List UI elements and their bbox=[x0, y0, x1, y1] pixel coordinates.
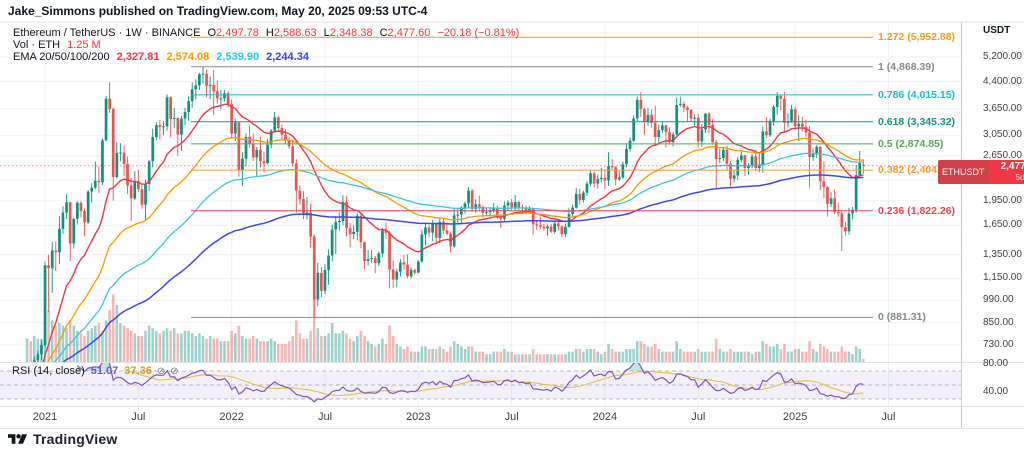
price-axis-label: 1,650.00 bbox=[983, 219, 1022, 231]
volume-legend-row[interactable]: Vol · ETH 1.25 M bbox=[13, 39, 101, 51]
main-pane[interactable] bbox=[25, 66, 865, 392]
volume-label[interactable]: Vol · ETH bbox=[13, 39, 61, 51]
price-axis-label: 730.00 bbox=[983, 338, 1014, 350]
time-axis-label: 2023 bbox=[406, 411, 431, 423]
symbol-legend-row[interactable]: Ethereum / TetherUS · 1W · BINANCE O2,497… bbox=[13, 27, 519, 39]
rsi-axis-label: 40.00 bbox=[983, 386, 1009, 397]
fib-level-label: 1 (4,868.39) bbox=[878, 60, 935, 73]
price-axis-label: 4,400.00 bbox=[983, 75, 1022, 87]
time-axis-label: Jul bbox=[131, 411, 146, 423]
rsi-ma-value: 37.36 bbox=[124, 365, 152, 377]
fib-level-label: 0.5 (2,874.85) bbox=[878, 137, 944, 150]
price-axis-label: 1,950.00 bbox=[983, 194, 1022, 206]
open-label: O bbox=[207, 27, 217, 39]
price-axis-label: 5,200.00 bbox=[983, 51, 1022, 62]
candles bbox=[32, 66, 865, 362]
time-axis-label: Jul bbox=[691, 411, 706, 423]
time-axis-label: 2021 bbox=[32, 411, 58, 423]
time-axis-label: 2022 bbox=[219, 411, 244, 423]
price-axis-currency: USDT bbox=[983, 25, 1011, 36]
price-axis-label: 850.00 bbox=[983, 316, 1014, 328]
time-axis-label: 2025 bbox=[782, 411, 808, 423]
fib-level-label: 0.382 (2,404.37) bbox=[878, 164, 956, 177]
pane-borders bbox=[0, 21, 1024, 429]
tradingview-attribution[interactable]: TradingView bbox=[8, 431, 117, 447]
rsi-axis-label: 80.00 bbox=[983, 358, 1009, 369]
fib-level-label: 0 (881.31) bbox=[878, 311, 926, 324]
ema-label[interactable]: EMA 20/50/100/200 bbox=[13, 51, 110, 63]
fib-retracement[interactable] bbox=[191, 36, 873, 318]
fib-level-label: 0.236 (1,822.26) bbox=[878, 204, 956, 217]
gridlines bbox=[0, 23, 961, 406]
price-axis-label: 1,150.00 bbox=[983, 272, 1022, 284]
fib-level-label: 1.272 (5,952.88) bbox=[878, 31, 956, 44]
hidden-plot-icon[interactable]: ⊘ bbox=[156, 366, 166, 377]
fib-level-label: 0.786 (4,015.15) bbox=[878, 88, 956, 101]
low-label: L bbox=[323, 27, 330, 39]
rsi-pane[interactable] bbox=[0, 359, 961, 403]
ema20-line bbox=[42, 103, 864, 362]
price-axis-label: 2,650.00 bbox=[983, 149, 1022, 161]
ema-legend-row[interactable]: EMA 20/50/100/200 2,327.81 2,574.08 2,539.9… bbox=[13, 51, 309, 63]
close-value: 2,477.60 bbox=[387, 27, 431, 39]
volume-bars bbox=[25, 294, 865, 362]
price-axis-label: 1,350.00 bbox=[983, 248, 1022, 260]
time-axis-label: Jul bbox=[504, 411, 519, 423]
symbol-title[interactable]: Ethereum / TetherUS · 1W · BINANCE bbox=[13, 27, 201, 39]
time-axis-label: Jul bbox=[317, 411, 333, 423]
ema50-line bbox=[46, 136, 864, 362]
ema200-line bbox=[62, 174, 864, 362]
ema200-value: 2,244.34 bbox=[266, 51, 309, 63]
time-axis-label: 2024 bbox=[592, 411, 618, 423]
change-value: −20.18 (−0.81%) bbox=[437, 27, 520, 39]
ema50-value: 2,574.08 bbox=[166, 51, 210, 63]
ema20-value: 2,327.81 bbox=[116, 51, 160, 63]
rsi-label[interactable]: RSI (14, close) bbox=[12, 365, 85, 377]
price-tag-value: 2,477.60 bbox=[1000, 161, 1024, 172]
tradingview-logo-icon bbox=[8, 433, 27, 444]
rsi-line bbox=[76, 363, 864, 403]
open-value: 2,497.78 bbox=[216, 27, 259, 39]
rsi-value: 51.07 bbox=[90, 365, 119, 377]
close-label: C bbox=[379, 27, 388, 39]
price-axis-label: 990.00 bbox=[983, 294, 1014, 306]
last-price-tag: ETHUSDT 2,477.60 5d 11h bbox=[938, 160, 1024, 184]
attribution-header: Jake_Simmons published on TradingView.co… bbox=[8, 4, 428, 18]
high-value: 2,588.63 bbox=[273, 27, 317, 39]
fib-level-label: 0.618 (3,345.32) bbox=[878, 115, 956, 128]
price-tag-symbol: ETHUSDT bbox=[938, 160, 989, 184]
tradingview-brand-text: TradingView bbox=[33, 431, 118, 447]
volume-value: 1.25 M bbox=[67, 39, 101, 51]
rsi-legend-row[interactable]: RSI (14, close) 51.07 37.36 ⊘ ⊘ bbox=[12, 365, 179, 377]
time-axis-label: Jul bbox=[881, 411, 896, 423]
ema100-value: 2,539.90 bbox=[216, 51, 260, 63]
price-axis-label: 3,650.00 bbox=[983, 102, 1022, 114]
price-tag-countdown: 5d 11h bbox=[1015, 173, 1024, 182]
hidden-plot-icon[interactable]: ⊘ bbox=[170, 366, 179, 377]
high-label: H bbox=[265, 27, 274, 39]
price-axis-label: 3,050.00 bbox=[983, 129, 1022, 141]
low-value: 2,348.38 bbox=[329, 27, 373, 39]
